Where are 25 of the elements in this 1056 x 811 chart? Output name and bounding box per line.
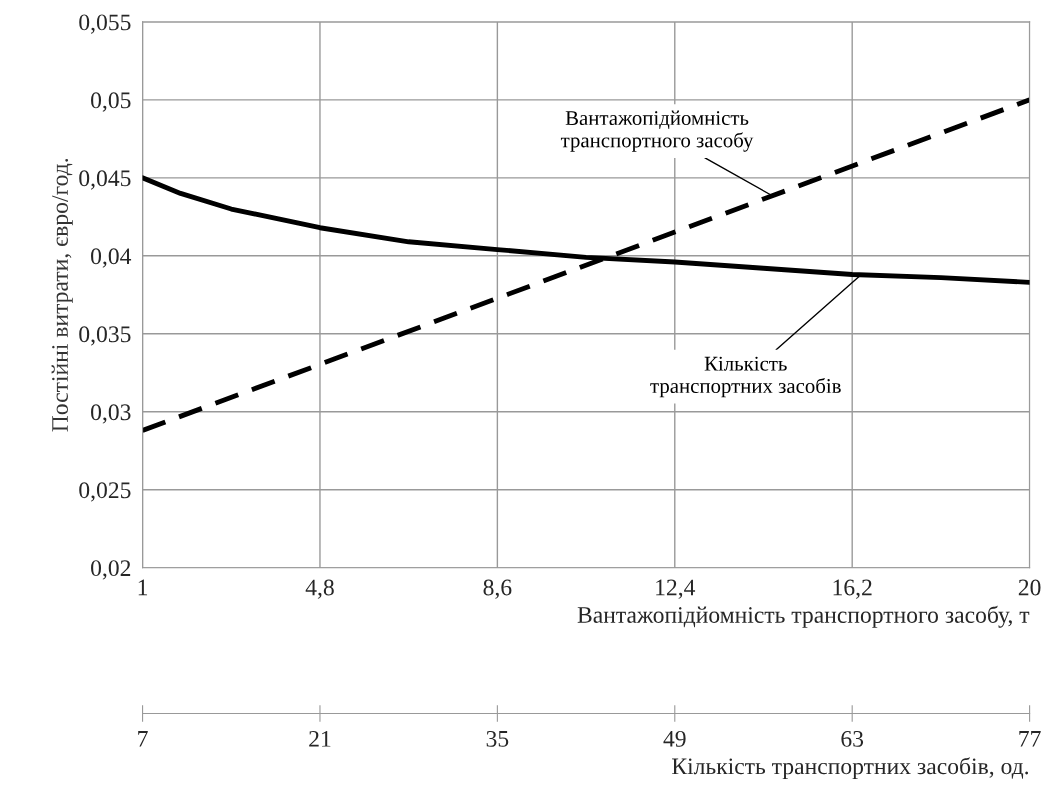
y-tick-label: 0,04 (91, 248, 132, 268)
text: Кількість транспортних засобів (650, 356, 841, 398)
y-tick-label: 0,045 (79, 170, 131, 190)
text: Вантажопідйомність транспортного засобу (560, 110, 754, 152)
x2-tick-label: 63 (841, 730, 864, 747)
y-tick-label: 0,025 (79, 482, 131, 502)
x2-tick-label: 35 (486, 730, 509, 747)
x-tick-label: 4,8 (305, 579, 334, 599)
x2-tick-label: 21 (309, 730, 331, 747)
y-tick-label: 0,035 (79, 326, 131, 346)
x-tick-label: 16,2 (833, 579, 872, 599)
y-tick-label: 0,03 (91, 404, 131, 424)
y-tick-label: 0,055 (79, 14, 131, 34)
x2-axis-title: Кількість транспортних засобів, од. (672, 757, 1029, 780)
x2-tick-label: 7 (138, 731, 148, 747)
y-tick-label: 0,05 (91, 92, 131, 112)
y-axis-title: Постійні витрати, євро/год. (51, 158, 73, 432)
y-tick-label: 0,02 (91, 560, 131, 580)
x2-tick-label: 77 (1019, 731, 1041, 747)
x-tick-label: 12,4 (656, 579, 696, 599)
x2-tick-label: 49 (663, 730, 686, 747)
x-tick-label: 1 (138, 579, 148, 596)
x-axis-title: Вантажопідйомність транспортного засобу, т (577, 605, 1030, 628)
x-tick-label: 8,6 (483, 579, 512, 599)
x-tick-label: 20 (1018, 579, 1041, 596)
